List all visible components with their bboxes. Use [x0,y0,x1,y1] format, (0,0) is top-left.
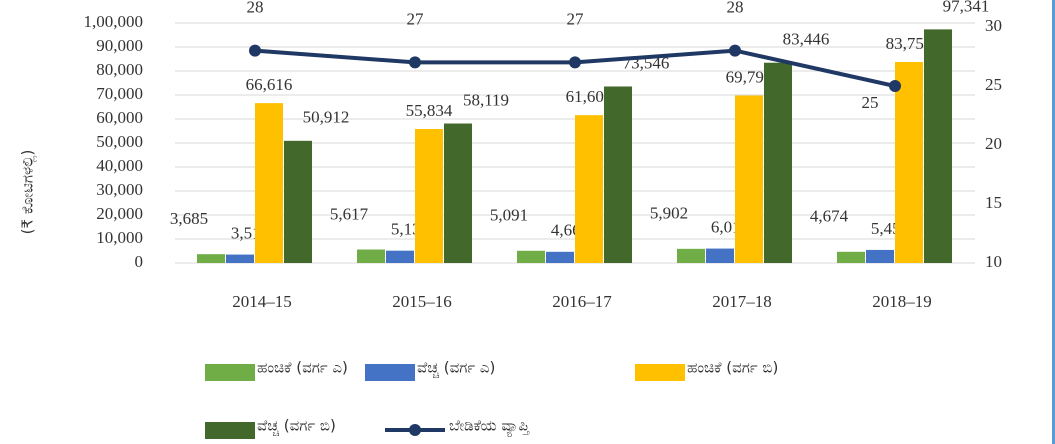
bar [226,254,254,263]
y-axis-label: (₹ ಕೋಟಿಗಳಲ್ಲಿ) [19,150,37,235]
value-label: 50,912 [303,108,350,127]
bar [357,249,385,263]
line-marker [889,80,901,92]
bar [197,254,225,263]
bar [386,250,414,263]
y-tick-label: 40,000 [96,156,143,175]
y-tick-label: 0 [135,252,144,271]
bar [735,95,763,263]
y-tick-label: 20,000 [96,204,143,223]
legend-swatch [635,364,685,381]
frame-edge [1052,0,1055,444]
y-tick-label: 70,000 [96,84,143,103]
value-label: 83,446 [783,30,830,49]
bar [604,86,632,264]
bar [575,115,603,263]
bar [924,29,952,264]
x-tick-label: 2018–19 [872,292,932,311]
legend-label: ಹಂಚಿಕೆ (ವರ್ಗ ಬಿ) [687,359,778,377]
value-label: 83,750 [886,34,933,53]
x-tick-label: 2016–17 [552,292,612,311]
bar [284,140,312,263]
value-label: 61,603 [566,87,613,106]
value-label: 5,091 [490,206,528,225]
value-label: 27 [567,9,585,28]
x-tick-label: 2015–16 [392,292,452,311]
bar [444,123,472,263]
legend-label: ವೆಚ್ಚ (ವರ್ಗ ಬಿ) [257,417,336,437]
y-tick-label: 90,000 [96,36,143,55]
y2-tick-label: 25 [985,75,1002,94]
legend-label: ಬೇಡಿಕೆಯ ವ್ಯಾಪ್ತಿ [449,417,530,438]
legend-swatch [205,422,255,439]
value-label: 69,791 [726,67,773,86]
value-label: 66,616 [246,75,293,94]
value-label: 97,341 [943,0,990,15]
y-tick-label: 1,00,000 [84,12,144,31]
bar [415,128,443,263]
value-label: 3,685 [170,209,208,228]
bar [764,62,792,263]
value-label: 5,902 [650,204,688,223]
y-tick-label: 50,000 [96,132,143,151]
y-tick-label: 30,000 [96,180,143,199]
y-tick-label: 10,000 [96,228,143,247]
bar [255,103,283,263]
legend-label: ಹಂಚಿಕೆ (ವರ್ಗ ಎ) [257,359,348,377]
value-label: 27 [407,9,425,28]
legend-swatch [365,364,415,381]
legend-label: ವೆಚ್ಚ (ವರ್ಗ ಎ) [417,359,495,379]
line-marker [409,56,421,69]
line-marker [569,56,581,69]
line-marker [249,44,261,57]
value-label: 5,617 [330,204,369,223]
y2-tick-label: 20 [985,134,1002,153]
legend-swatch [205,364,255,381]
x-tick-label: 2014–15 [232,292,292,311]
x-tick-label: 2017–18 [712,292,772,311]
bar [837,251,865,263]
y2-tick-label: 30 [985,16,1002,35]
line-marker [729,44,741,57]
legend-marker [409,424,421,436]
bar [895,62,923,263]
bar [706,248,734,263]
y-tick-label: 60,000 [96,108,143,127]
y2-tick-label: 15 [985,193,1002,212]
bar [546,251,574,263]
bar [866,249,894,263]
value-label: 25 [862,93,879,112]
y2-tick-label: 10 [985,252,1002,271]
value-label: 4,674 [810,207,849,226]
value-label: 28 [727,0,744,17]
value-label: 58,119 [463,90,509,109]
value-label: 28 [247,0,264,17]
value-label: 55,834 [406,101,453,120]
y-tick-label: 80,000 [96,60,143,79]
bar [517,250,545,263]
bar [677,248,705,263]
